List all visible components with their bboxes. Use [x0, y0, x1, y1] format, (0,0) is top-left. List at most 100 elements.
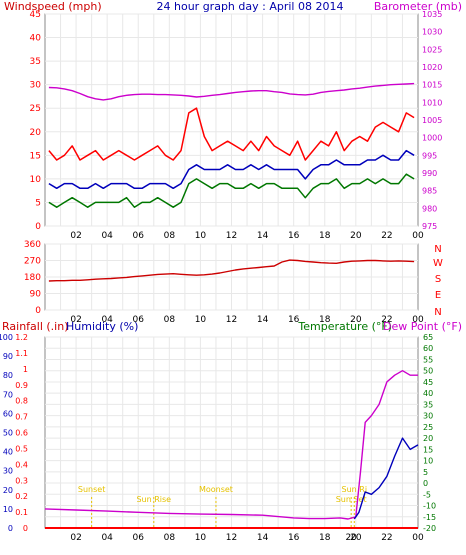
temperature-xtick-12: 12 [226, 533, 237, 543]
direction-ytick-90: 90 [30, 290, 42, 300]
humidity-ytick-100: 100 [0, 333, 13, 342]
wind-ytick-10: 10 [30, 175, 42, 185]
wind-xtick-22: 22 [381, 231, 392, 241]
gust-line [48, 107, 415, 161]
temperature-xtick-00: 00 [412, 533, 424, 543]
rain-ytick-0.9: 0.9 [15, 381, 28, 390]
direction-xtick-14: 14 [257, 315, 269, 325]
temperature-ytick-35: 35 [423, 400, 433, 409]
temperature-xtick-16: 16 [288, 533, 300, 543]
rain-ytick-1.2: 1.2 [15, 333, 28, 342]
temperature-ytick-25: 25 [423, 423, 433, 432]
humidity-ytick-70: 70 [3, 390, 13, 399]
wind-ytick-30: 30 [30, 81, 42, 91]
temperature-xtick-22: 22 [381, 533, 392, 543]
rain-ytick-0.5: 0.5 [15, 444, 28, 453]
wind-ytick-45: 45 [30, 10, 41, 20]
direction-line [48, 259, 415, 282]
direction-ytick-180: 180 [24, 273, 41, 283]
temperature-xtick-08: 08 [164, 533, 176, 543]
wind-ytick-0: 0 [35, 222, 41, 232]
temperature-ytick-30: 30 [423, 412, 433, 421]
humidity-axis-title: Humidity (%) [66, 320, 138, 333]
rain-ytick-1.1: 1.1 [15, 349, 28, 358]
wind-xtick-16: 16 [288, 231, 300, 241]
compass-label-2: S [435, 274, 441, 285]
compass-label-4: N [434, 307, 441, 318]
direction-xtick-08: 08 [164, 315, 176, 325]
humidity-ytick-20: 20 [3, 486, 13, 495]
annotation-label-4: Sun Ri [342, 485, 368, 494]
wind-xtick-18: 18 [319, 231, 331, 241]
barometer-ytick-990: 990 [422, 169, 437, 178]
barometer-line [48, 82, 415, 101]
barometer-ytick-1025: 1025 [422, 45, 442, 54]
compass-label-3: E [435, 290, 441, 301]
humidity-ytick-90: 90 [3, 352, 13, 361]
temperature-xtick-02: 02 [70, 533, 81, 543]
barometer-ytick-980: 980 [422, 204, 437, 213]
temperature-xtick-18: 18 [319, 533, 331, 543]
temperature-ytick-65: 65 [423, 333, 433, 342]
humidity-ytick-40: 40 [3, 448, 13, 457]
temperature-xtick-04: 04 [101, 533, 113, 543]
rain-ytick-0: 0 [23, 524, 28, 533]
wind-xtick-02: 02 [70, 231, 81, 241]
direction-ytick-360: 360 [24, 240, 41, 250]
wind-ytick-20: 20 [30, 128, 42, 138]
direction-xtick-10: 10 [195, 315, 207, 325]
temperature-ytick-40: 40 [423, 389, 433, 398]
temperature-ytick-0: 0 [423, 479, 428, 488]
annotation-label-2: Moonset [199, 485, 233, 494]
annotation-label-0: Sunset [78, 485, 105, 494]
temperature-ytick-15: 15 [423, 445, 433, 454]
rainfall-axis-title: Rainfall (.in) [2, 320, 69, 333]
temperature-xtick-14: 14 [257, 533, 269, 543]
wind-xtick-14: 14 [257, 231, 269, 241]
temperature-ytick--10: -10 [423, 502, 436, 511]
barometer-ytick-1000: 1000 [422, 134, 442, 143]
rain-ytick-0.3: 0.3 [15, 476, 28, 485]
barometer-ytick-1035: 1035 [422, 10, 442, 19]
direction-xtick-00: 00 [412, 315, 424, 325]
average-line [48, 149, 415, 190]
barometer-ytick-985: 985 [422, 187, 437, 196]
wind-xtick-20: 20 [350, 231, 362, 241]
direction-xtick-20: 20 [350, 315, 362, 325]
wind-ytick-15: 15 [30, 151, 41, 161]
rain-ytick-0.1: 0.1 [15, 508, 28, 517]
windspeed-axis-title: Windspeed (mph) [4, 0, 102, 13]
rain-ytick-0.4: 0.4 [15, 460, 28, 469]
humidity-ytick-60: 60 [3, 409, 13, 418]
temperature-ytick-10: 10 [423, 457, 433, 466]
rain-ytick-0.8: 0.8 [15, 397, 28, 406]
temperature-ytick-5: 5 [423, 468, 428, 477]
wind-xtick-12: 12 [226, 231, 237, 241]
wind-xtick-10: 10 [195, 231, 207, 241]
direction-xtick-22: 22 [381, 315, 392, 325]
humidity-ytick-0: 0 [8, 524, 13, 533]
dew-point-axis-title: Dew Point (°F) [383, 320, 462, 333]
temperature-xtick-10: 10 [195, 533, 207, 543]
barometer-ytick-1020: 1020 [422, 63, 442, 72]
rain-ytick-0.2: 0.2 [15, 492, 28, 501]
compass-label-1: W [433, 258, 443, 269]
annotation-label-3: Sun Set [336, 495, 367, 504]
barometer-ytick-995: 995 [422, 151, 437, 160]
temperature-ytick--5: -5 [423, 490, 431, 499]
direction-xtick-16: 16 [288, 315, 300, 325]
temperature-ytick-55: 55 [423, 355, 433, 364]
temperature-ytick--20: -20 [423, 524, 436, 533]
direction-xtick-12: 12 [226, 315, 237, 325]
wind-ytick-35: 35 [30, 57, 41, 67]
wind-xtick-08: 08 [164, 231, 176, 241]
humidity-ytick-80: 80 [3, 371, 13, 380]
wind-ytick-40: 40 [30, 34, 42, 44]
direction-ytick-270: 270 [24, 257, 41, 267]
direction-xtick-06: 06 [133, 315, 145, 325]
temperature-line [44, 370, 418, 520]
temperature-ytick-60: 60 [423, 344, 433, 353]
barometer-ytick-1015: 1015 [422, 81, 442, 90]
